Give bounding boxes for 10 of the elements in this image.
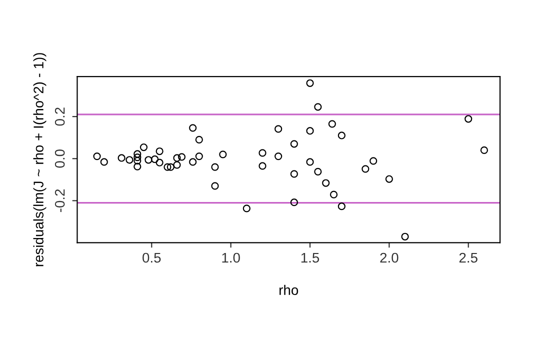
x-tick-label: 2.0 bbox=[380, 252, 398, 263]
x-tick-label: 1.5 bbox=[301, 252, 320, 263]
y-tick-label: -0.2 bbox=[54, 189, 65, 212]
x-axis-title: rho bbox=[280, 284, 298, 296]
y-axis-title: residuals(lm(J ~ rho + I(rho^2) - 1)) bbox=[33, 53, 46, 266]
x-tick-label: 1.0 bbox=[222, 252, 240, 263]
y-tick-label: 0.0 bbox=[54, 150, 65, 168]
x-tick-label: 0.5 bbox=[142, 252, 161, 263]
x-tick-label: 2.5 bbox=[459, 252, 478, 263]
y-tick-label: 0.2 bbox=[54, 108, 65, 126]
